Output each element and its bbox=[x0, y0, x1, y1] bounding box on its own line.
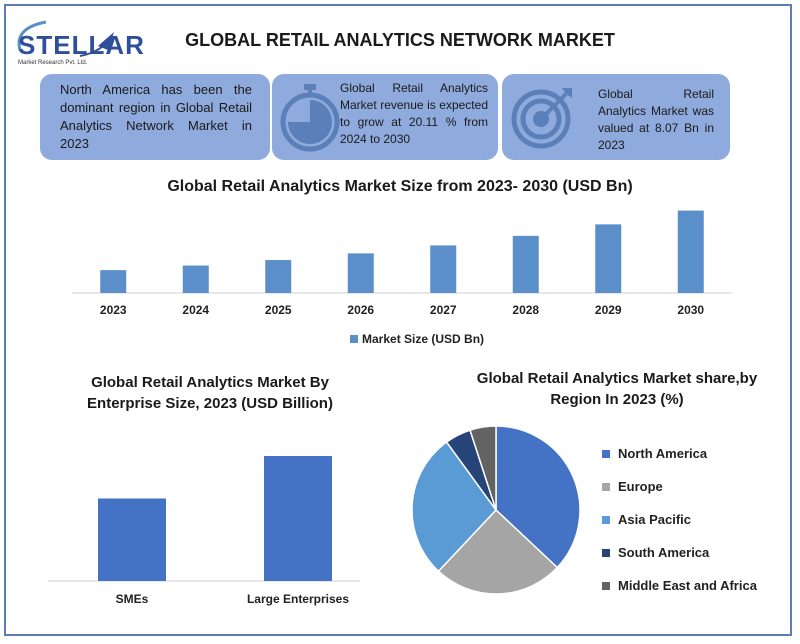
tick-label-2029: 2029 bbox=[595, 303, 622, 317]
legend-label: South America bbox=[618, 545, 710, 560]
stellar-logo: STELLAR Market Research Pvt. Ltd. bbox=[10, 16, 144, 72]
pie-slice-north-america bbox=[495, 425, 581, 569]
logo-text: STELLAR bbox=[18, 30, 145, 60]
tick-label-smes: SMEs bbox=[116, 592, 149, 606]
bar-2026 bbox=[347, 253, 374, 293]
info-box-dominant-region: North America has been the dominant regi… bbox=[40, 74, 270, 160]
pie-slice-asia-pacific bbox=[411, 440, 497, 573]
legend-swatch-market-size bbox=[350, 335, 358, 343]
bar-2030 bbox=[677, 210, 704, 293]
pie-slice-middle-east-and-africa bbox=[469, 425, 497, 511]
tick-label-2024: 2024 bbox=[182, 303, 209, 317]
legend-label: North America bbox=[618, 446, 708, 461]
tick-label-2025: 2025 bbox=[265, 303, 292, 317]
bar-2029 bbox=[595, 224, 622, 293]
legend-label: Middle East and Africa bbox=[618, 578, 757, 593]
bar-2028 bbox=[512, 235, 539, 293]
info-text-dominant-region: North America has been the dominant regi… bbox=[60, 82, 252, 151]
bar-2024 bbox=[182, 265, 209, 293]
bar-2023 bbox=[100, 270, 127, 293]
region-chart-title: Global Retail Analytics Market share,by … bbox=[476, 370, 758, 408]
market-size-chart-title: Global Retail Analytics Market Size from… bbox=[167, 178, 633, 195]
info-text-growth: Global Retail Analytics Market revenue i… bbox=[340, 81, 488, 146]
target-icon bbox=[511, 88, 572, 149]
bar-2025 bbox=[265, 260, 292, 293]
page-title: GLOBAL RETAIL ANALYTICS NETWORK MARKET bbox=[185, 30, 615, 50]
region-pie-chart bbox=[411, 425, 581, 595]
legend-swatch bbox=[602, 581, 610, 590]
tick-label-2028: 2028 bbox=[512, 303, 539, 317]
tick-label-large-enterprises: Large Enterprises bbox=[247, 592, 349, 606]
pie-slice-europe bbox=[437, 508, 559, 595]
legend-swatch bbox=[602, 449, 610, 458]
legend-swatch bbox=[602, 515, 610, 524]
enterprise-chart-title: Global Retail Analytics Market By Enterp… bbox=[87, 374, 333, 412]
stopwatch-icon bbox=[280, 84, 340, 152]
tick-label-2026: 2026 bbox=[347, 303, 374, 317]
tick-label-2030: 2030 bbox=[677, 303, 704, 317]
legend-swatch bbox=[602, 548, 610, 557]
tick-label-2023: 2023 bbox=[100, 303, 127, 317]
market-size-bar-chart: 2023 2024 2025 2026 2027 2028 2029 2030 Market S… bbox=[72, 210, 732, 346]
legend-item-middle-east-and-africa: Middle East and Africa bbox=[602, 578, 757, 593]
logo-tagline: Market Research Pvt. Ltd. bbox=[18, 60, 88, 66]
logo-swoosh-icon bbox=[17, 20, 114, 57]
legend-label: Europe bbox=[618, 479, 663, 494]
legend-item-europe: Europe bbox=[602, 479, 663, 494]
legend-swatch bbox=[602, 482, 610, 491]
enterprise-size-bar-chart: SMEs Large Enterprises bbox=[48, 456, 360, 606]
bar-2027 bbox=[430, 245, 457, 293]
legend-label: Asia Pacific bbox=[618, 512, 691, 527]
legend-item-south-america: South America bbox=[602, 545, 709, 560]
info-box-growth: Global Retail Analytics Market revenue i… bbox=[272, 74, 498, 160]
tick-label-2027: 2027 bbox=[430, 303, 457, 317]
legend-item-asia-pacific: Asia Pacific bbox=[602, 512, 691, 527]
legend-label-market-size: Market Size (USD Bn) bbox=[362, 332, 484, 346]
info-text-valuation: Global Retail Analytics Market was value… bbox=[598, 87, 714, 152]
legend-item-north-america: North America bbox=[602, 446, 707, 461]
info-box-valuation: Global Retail Analytics Market was value… bbox=[502, 74, 730, 160]
bar-smes bbox=[98, 498, 166, 581]
infographic-frame bbox=[4, 4, 792, 636]
bar-large-enterprises bbox=[264, 456, 332, 581]
